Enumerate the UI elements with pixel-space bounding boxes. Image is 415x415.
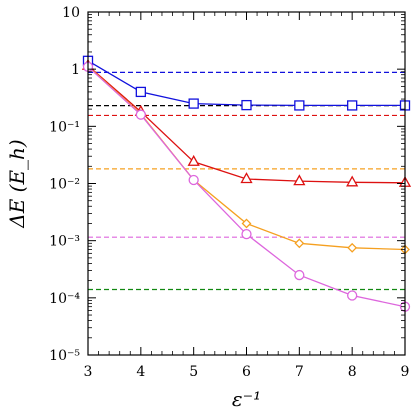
diamond-marker: [241, 218, 252, 229]
x-tick-label: 5: [189, 364, 198, 380]
x-tick-label: 9: [401, 364, 410, 380]
y-axis-label: ΔE (E_h): [5, 139, 29, 229]
x-tick-label: 3: [84, 364, 93, 380]
circle-marker: [188, 174, 199, 186]
x-tick-label: 6: [242, 364, 251, 380]
series-line-triangle: [87, 65, 406, 184]
x-tick-label: 4: [136, 364, 145, 380]
diamond-marker: [347, 242, 358, 253]
y-tick-label: 1: [71, 62, 80, 78]
series-lines: [87, 60, 406, 308]
circle-marker: [294, 269, 305, 281]
y-tick-label: 10⁻³: [49, 234, 80, 250]
square-marker: [347, 100, 358, 111]
diamond-marker: [294, 238, 305, 249]
circle-marker: [241, 229, 252, 240]
y-tick-label: 10⁻²: [49, 177, 80, 193]
y-tick-label: 10⁻¹: [49, 119, 80, 135]
y-tick-label: 10⁻⁴: [49, 291, 80, 307]
series-line-square: [87, 60, 405, 107]
axes: 10 1 10⁻¹ 10⁻² 10⁻³ 10⁻⁴ 10⁻⁵3 4 5 6 7 8 9: [49, 5, 409, 380]
triangle-marker: [346, 175, 359, 187]
square-marker: [188, 98, 199, 109]
square-marker: [241, 99, 252, 111]
triangle-marker: [187, 154, 200, 166]
square-marker: [135, 86, 146, 98]
plot-frame: [87, 11, 406, 356]
circle-marker: [135, 109, 146, 120]
data-markers: [81, 55, 412, 312]
triangle-marker: [240, 172, 253, 184]
triangle-marker: [293, 174, 306, 186]
y-tick-label: 10⁻⁵: [49, 348, 80, 364]
x-tick-label: 7: [295, 364, 304, 380]
square-marker: [294, 100, 305, 111]
x-axis-label: ε⁻¹: [232, 387, 261, 411]
y-tick-label: 10: [62, 5, 80, 21]
circle-marker: [347, 290, 358, 301]
x-tick-label: 8: [348, 364, 357, 380]
